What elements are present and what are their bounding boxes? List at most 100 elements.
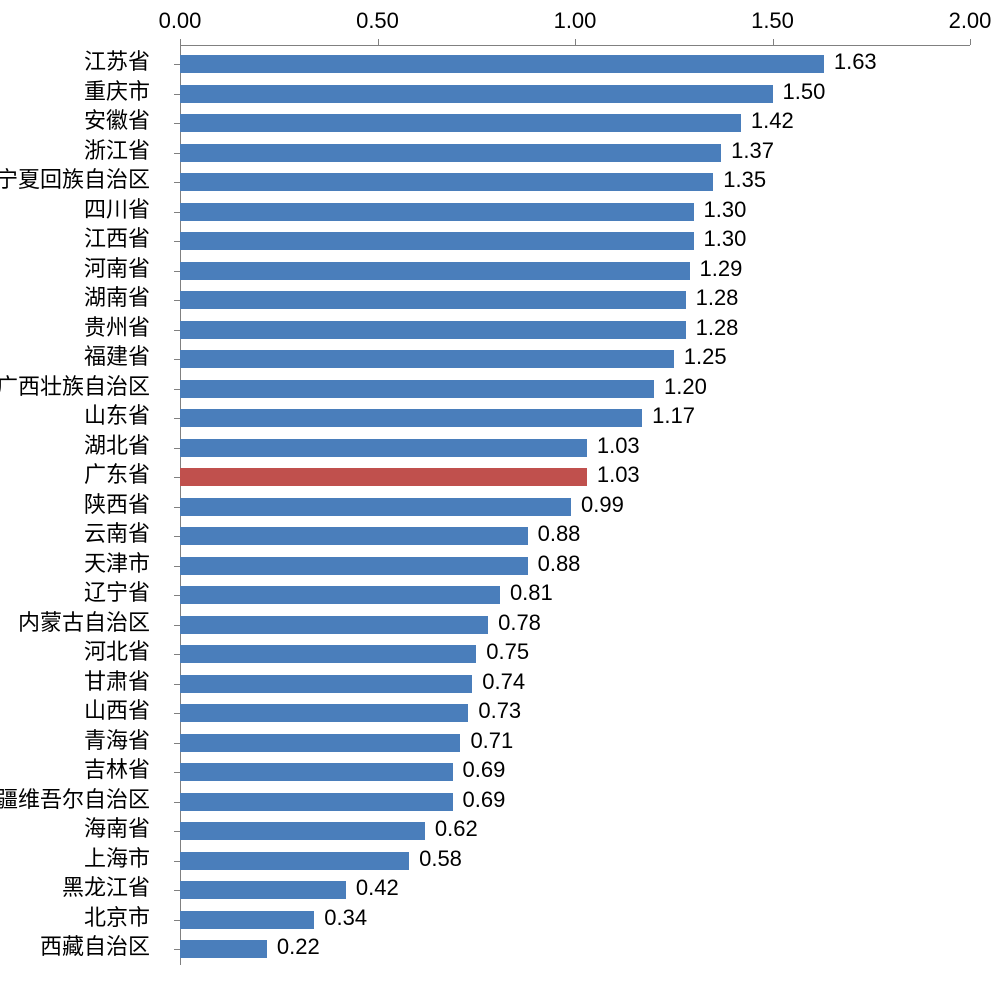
x-tick-0: 0.00 xyxy=(159,8,202,34)
bar xyxy=(180,704,468,722)
bar-value-label: 1.30 xyxy=(704,201,747,219)
category-label: 宁夏回族自治区 xyxy=(0,171,150,189)
bar-row: 江西省1.30 xyxy=(180,232,970,250)
bar-value-label: 1.42 xyxy=(751,112,794,130)
bar xyxy=(180,114,741,132)
bar xyxy=(180,321,686,339)
x-tick-mark xyxy=(575,39,576,45)
bar xyxy=(180,586,500,604)
bar-row: 青海省0.71 xyxy=(180,734,970,752)
bar-value-label: 1.03 xyxy=(597,437,640,455)
bar-value-label: 0.62 xyxy=(435,820,478,838)
category-label: 天津市 xyxy=(84,555,150,573)
bar-value-label: 0.73 xyxy=(478,702,521,720)
x-tick-3: 1.50 xyxy=(751,8,794,34)
category-label: 甘肃省 xyxy=(84,673,150,691)
bar xyxy=(180,409,642,427)
bar-value-label: 1.03 xyxy=(597,466,640,484)
bar-row: 甘肃省0.74 xyxy=(180,675,970,693)
category-label: 广西壮族自治区 xyxy=(0,378,150,396)
category-label: 云南省 xyxy=(84,525,150,543)
bar-row: 天津市0.88 xyxy=(180,557,970,575)
category-label: 福建省 xyxy=(84,348,150,366)
bar-value-label: 0.99 xyxy=(581,496,624,514)
bar-row: 陕西省0.99 xyxy=(180,498,970,516)
bar-row: 云南省0.88 xyxy=(180,527,970,545)
bar xyxy=(180,85,773,103)
category-label: 四川省 xyxy=(84,201,150,219)
category-label: 江苏省 xyxy=(84,53,150,71)
bar-value-label: 0.88 xyxy=(538,525,581,543)
category-label: 广东省 xyxy=(84,466,150,484)
x-tick-4: 2.00 xyxy=(949,8,992,34)
bar-row: 河北省0.75 xyxy=(180,645,970,663)
bar-row: 西藏自治区0.22 xyxy=(180,940,970,958)
bar xyxy=(180,439,587,457)
bar-row: 贵州省1.28 xyxy=(180,321,970,339)
bar-row: 辽宁省0.81 xyxy=(180,586,970,604)
bar-value-label: 1.63 xyxy=(834,53,877,71)
bar-value-label: 0.69 xyxy=(463,791,506,809)
bar-value-label: 0.58 xyxy=(419,850,462,868)
bar xyxy=(180,232,694,250)
category-label: 北京市 xyxy=(84,909,150,927)
bar-value-label: 0.88 xyxy=(538,555,581,573)
category-label: 青海省 xyxy=(84,732,150,750)
bar-row: 湖北省1.03 xyxy=(180,439,970,457)
category-label: 湖南省 xyxy=(84,289,150,307)
x-tick-1: 0.50 xyxy=(356,8,399,34)
bar-value-label: 1.50 xyxy=(783,83,826,101)
category-label: 贵州省 xyxy=(84,319,150,337)
bar-row: 吉林省0.69 xyxy=(180,763,970,781)
bar xyxy=(180,55,824,73)
category-label: 黑龙江省 xyxy=(62,879,150,897)
bar xyxy=(180,852,409,870)
bar-value-label: 0.22 xyxy=(277,938,320,956)
plot-area: 江苏省1.63重庆市1.50安徽省1.42浙江省1.37宁夏回族自治区1.35四… xyxy=(180,45,970,965)
bar-row: 河南省1.29 xyxy=(180,262,970,280)
bar xyxy=(180,498,571,516)
bar-row: 海南省0.62 xyxy=(180,822,970,840)
bar-row: 内蒙古自治区0.78 xyxy=(180,616,970,634)
bar-row: 江苏省1.63 xyxy=(180,55,970,73)
category-label: 山西省 xyxy=(84,702,150,720)
x-tick-mark xyxy=(378,39,379,45)
category-label: 湖北省 xyxy=(84,437,150,455)
bar-value-label: 1.25 xyxy=(684,348,727,366)
bar-row: 广东省1.03 xyxy=(180,468,970,486)
bar xyxy=(180,144,721,162)
category-label: 内蒙古自治区 xyxy=(18,614,150,632)
category-label: 新疆维吾尔自治区 xyxy=(0,791,150,809)
bar-row: 重庆市1.50 xyxy=(180,85,970,103)
bar xyxy=(180,763,453,781)
chart-container: 0.00 0.50 1.00 1.50 2.00 江苏省1.63重庆市1.50安… xyxy=(0,0,994,984)
bar-value-label: 0.78 xyxy=(498,614,541,632)
bar xyxy=(180,940,267,958)
bar xyxy=(180,350,674,368)
bar-highlight xyxy=(180,468,587,486)
bar-row: 新疆维吾尔自治区0.69 xyxy=(180,793,970,811)
bar xyxy=(180,527,528,545)
bar-row: 广西壮族自治区1.20 xyxy=(180,380,970,398)
category-label: 河南省 xyxy=(84,260,150,278)
x-axis-labels: 0.00 0.50 1.00 1.50 2.00 xyxy=(0,8,994,38)
bar-row: 四川省1.30 xyxy=(180,203,970,221)
x-tick-2: 1.00 xyxy=(554,8,597,34)
bar xyxy=(180,793,453,811)
bar-row: 安徽省1.42 xyxy=(180,114,970,132)
bar xyxy=(180,557,528,575)
bar-row: 福建省1.25 xyxy=(180,350,970,368)
bar-value-label: 1.28 xyxy=(696,289,739,307)
bar-value-label: 0.71 xyxy=(470,732,513,750)
bar xyxy=(180,822,425,840)
bar xyxy=(180,911,314,929)
bar-row: 山西省0.73 xyxy=(180,704,970,722)
bar-row: 宁夏回族自治区1.35 xyxy=(180,173,970,191)
category-label: 上海市 xyxy=(84,850,150,868)
bar xyxy=(180,616,488,634)
bar-value-label: 1.37 xyxy=(731,142,774,160)
bar-value-label: 1.20 xyxy=(664,378,707,396)
x-tick-mark xyxy=(773,39,774,45)
category-label: 辽宁省 xyxy=(84,584,150,602)
bar-value-label: 0.81 xyxy=(510,584,553,602)
